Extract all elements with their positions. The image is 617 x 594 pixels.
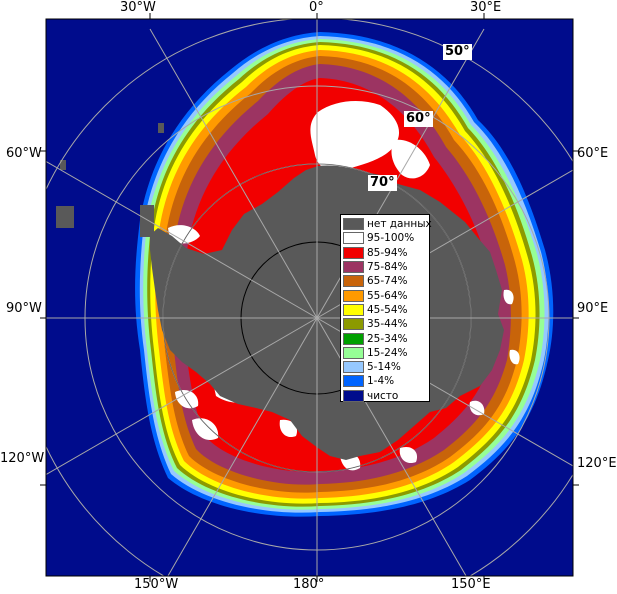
no-data-patch [60, 160, 66, 170]
legend-item: 35-44% [343, 317, 427, 331]
map-frame [45, 18, 574, 577]
legend-item: 25-34% [343, 331, 427, 345]
lon-label-150w: 150°W [134, 577, 179, 592]
legend-item: 65-74% [343, 274, 427, 288]
lon-label-120e: 120°E [577, 456, 617, 471]
legend-label: 95-100% [367, 232, 415, 245]
lon-label-90e: 90°E [577, 301, 609, 316]
legend-label: 65-74% [367, 275, 408, 288]
legend-label: нет данных [367, 218, 432, 231]
legend-swatch [343, 218, 364, 231]
lon-label-30e: 30°E [470, 0, 502, 15]
lat-label-70: 70° [368, 175, 397, 191]
legend-item: 95-100% [343, 231, 427, 245]
legend-item: 15-24% [343, 346, 427, 360]
legend-swatch [343, 246, 364, 259]
legend-label: 5-14% [367, 361, 401, 374]
lon-label-180: 180° [293, 577, 325, 592]
legend-swatch [343, 318, 364, 331]
legend-label: 85-94% [367, 246, 408, 259]
legend-swatch [343, 389, 364, 402]
legend-swatch [343, 375, 364, 388]
legend-label: 75-84% [367, 261, 408, 274]
lon-label-60w: 60°W [6, 146, 42, 161]
lon-label-60e: 60°E [577, 146, 609, 161]
lat-label-60: 60° [404, 111, 433, 127]
legend-label: чисто [367, 389, 399, 402]
legend-label: 25-34% [367, 332, 408, 345]
lat-label-50: 50° [443, 44, 472, 60]
lon-label-90w: 90°W [6, 301, 42, 316]
legend-swatch [343, 261, 364, 274]
legend-label: 55-64% [367, 289, 408, 302]
legend-item: нет данных [343, 217, 432, 231]
frame-ticks [40, 13, 579, 582]
legend-swatch [343, 275, 364, 288]
no-data-patch [158, 123, 164, 133]
legend-item: 45-54% [343, 303, 427, 317]
legend-label: 1-4% [367, 375, 395, 388]
legend: нет данных 95-100% 85-94% 75-84% 65-74% 55-64… [340, 214, 432, 403]
legend-swatch [343, 303, 364, 316]
lon-label-0: 0° [309, 0, 324, 15]
lon-label-150e: 150°E [451, 577, 491, 592]
no-data-patch [56, 206, 74, 228]
legend-swatch [343, 289, 364, 302]
legend-label: 45-54% [367, 303, 408, 316]
legend-item: 75-84% [343, 260, 427, 274]
lon-label-120w: 120°W [0, 451, 45, 466]
legend-item: 85-94% [343, 246, 427, 260]
legend-item: 1-4% [343, 374, 427, 388]
legend-swatch [343, 361, 364, 374]
legend-item: 5-14% [343, 360, 427, 374]
legend-label: 35-44% [367, 318, 408, 331]
legend-label: 15-24% [367, 346, 408, 359]
legend-swatch [343, 332, 364, 345]
legend-swatch [343, 346, 364, 359]
lon-label-30w: 30°W [120, 0, 156, 15]
legend-swatch [343, 232, 364, 245]
legend-item: 55-64% [343, 288, 427, 302]
no-data-patch [140, 205, 154, 237]
legend-item: чисто [343, 389, 427, 403]
